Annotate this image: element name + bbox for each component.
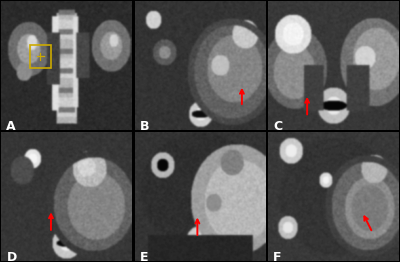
Text: A: A (6, 120, 16, 133)
Text: D: D (6, 251, 17, 262)
Text: E: E (140, 251, 148, 262)
Text: B: B (140, 120, 149, 133)
Text: F: F (273, 251, 282, 262)
Bar (30, 45, 51, 68)
Text: C: C (273, 120, 282, 133)
